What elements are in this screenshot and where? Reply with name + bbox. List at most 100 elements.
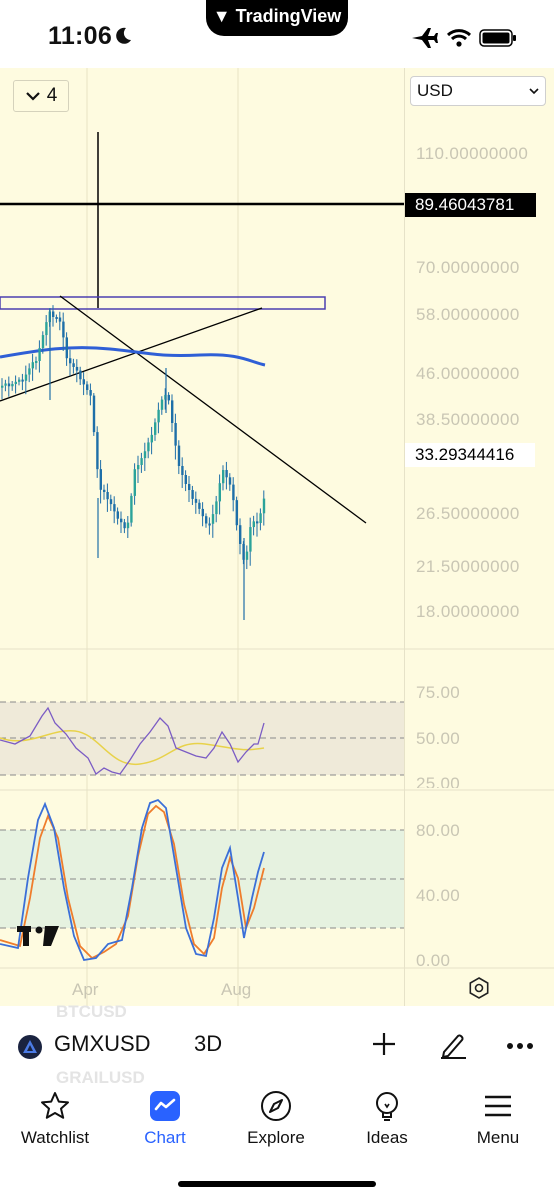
candle-body bbox=[116, 511, 119, 519]
symbol-interval[interactable]: 3D bbox=[194, 1031, 223, 1056]
status-bar: 11:06 ▼ TradingView bbox=[0, 0, 554, 68]
airplane-icon bbox=[412, 28, 438, 48]
candle-body bbox=[259, 513, 262, 523]
chart-area[interactable]: 4 USD 110.00000000 89.46043781 70.000000… bbox=[0, 68, 554, 1006]
candle-body bbox=[245, 551, 249, 560]
candle-body bbox=[58, 317, 62, 322]
symbol-bar: BTCUSD GRAILUSD GMXUSD 3D bbox=[0, 1002, 554, 1084]
candle-body bbox=[72, 363, 75, 367]
tradingview-logo-icon: ▼ bbox=[212, 6, 231, 26]
candle-body bbox=[21, 379, 24, 382]
candle-body bbox=[157, 409, 160, 423]
candle-body bbox=[235, 500, 238, 526]
candle-body bbox=[28, 368, 31, 375]
candle-body bbox=[174, 423, 177, 446]
candle-body bbox=[92, 395, 96, 433]
candle-body bbox=[24, 374, 28, 381]
candle-body bbox=[45, 322, 48, 336]
candle-body bbox=[143, 451, 147, 459]
interval-count: 4 bbox=[46, 85, 58, 106]
candle-body bbox=[109, 499, 113, 505]
candle-body bbox=[126, 522, 130, 529]
candle-body bbox=[201, 508, 204, 517]
tab-bar: Watchlist Chart Explore Ideas Menu bbox=[0, 1084, 554, 1199]
candle-body bbox=[62, 321, 65, 338]
price-axis-label: 110.00000000 bbox=[416, 144, 529, 163]
candle-body bbox=[41, 335, 45, 349]
currency-select[interactable]: USD bbox=[410, 76, 546, 106]
candle-body bbox=[4, 383, 7, 386]
star-icon bbox=[41, 1092, 69, 1119]
candle-body bbox=[65, 337, 68, 359]
candle-body bbox=[147, 442, 150, 452]
trend-line-descending[interactable] bbox=[59, 295, 367, 524]
candle-body bbox=[177, 445, 181, 466]
status-time: 11:06 bbox=[48, 22, 113, 50]
home-indicator bbox=[178, 1181, 376, 1187]
candle-body bbox=[99, 469, 102, 490]
tab-label: Chart bbox=[144, 1128, 186, 1147]
candle-body bbox=[154, 422, 157, 435]
drawn-rectangle[interactable] bbox=[0, 296, 326, 310]
chart-canvas[interactable] bbox=[0, 68, 554, 1006]
candle-body bbox=[123, 522, 126, 529]
candle-body bbox=[35, 361, 38, 363]
price-axis-label: 21.50000000 bbox=[416, 557, 520, 576]
ghost-symbol-above: BTCUSD bbox=[56, 1002, 127, 1021]
status-icons bbox=[410, 26, 520, 55]
candle-body bbox=[239, 525, 242, 544]
moon-icon bbox=[116, 27, 131, 44]
candle-body bbox=[171, 400, 174, 423]
candle-body bbox=[215, 501, 218, 515]
chart-settings-icon[interactable] bbox=[467, 976, 491, 1000]
candle-body bbox=[222, 470, 225, 484]
price-axis-label: 46.00000000 bbox=[416, 364, 520, 383]
candle-body bbox=[130, 495, 133, 523]
candle-body bbox=[252, 521, 255, 528]
candle-body bbox=[188, 484, 191, 490]
currency-value: USD bbox=[417, 81, 453, 100]
candle-body bbox=[249, 527, 252, 552]
rsi-axis-label: 50.00 bbox=[416, 729, 461, 748]
interval-collapse-button[interactable]: 4 bbox=[13, 80, 69, 112]
stoch-axis-label: 0.00 bbox=[416, 951, 451, 970]
price-axis-label: 70.00000000 bbox=[416, 258, 520, 277]
candle-body bbox=[181, 466, 184, 475]
tradingview-watermark-icon bbox=[17, 926, 59, 946]
candle-body bbox=[82, 379, 85, 385]
wifi-icon bbox=[446, 29, 472, 47]
symbol-name[interactable]: GMXUSD bbox=[54, 1031, 151, 1056]
candle-body bbox=[1, 385, 4, 388]
lightbulb-icon bbox=[376, 1092, 398, 1121]
candle-body bbox=[86, 384, 89, 390]
candle-body bbox=[167, 394, 170, 401]
candle-body bbox=[150, 434, 153, 443]
notch-brand: ▼ TradingView bbox=[206, 6, 348, 27]
price-axis-label: 18.00000000 bbox=[416, 602, 520, 621]
candle-body bbox=[103, 489, 106, 492]
crosshair-price-tag: 89.46043781 bbox=[405, 193, 536, 217]
candle-body bbox=[106, 492, 109, 500]
last-price-tag: 33.29344416 bbox=[405, 443, 535, 467]
price-scale-separator bbox=[404, 68, 405, 1006]
candle-body bbox=[18, 379, 21, 382]
stoch-k-line bbox=[0, 798, 265, 962]
candle-body bbox=[52, 311, 55, 317]
candle-body bbox=[211, 514, 215, 524]
candle-body bbox=[69, 358, 72, 364]
pen-draw-icon[interactable] bbox=[438, 1030, 468, 1060]
candlestick-series bbox=[1, 305, 266, 620]
candle-body bbox=[79, 370, 82, 380]
candle-body bbox=[140, 458, 143, 465]
add-icon[interactable] bbox=[370, 1030, 398, 1058]
gmx-logo-icon bbox=[18, 1035, 42, 1059]
rsi-line bbox=[0, 706, 265, 775]
trend-line-ascending[interactable] bbox=[0, 307, 263, 402]
candle-body bbox=[194, 498, 198, 503]
candle-body bbox=[198, 502, 201, 509]
stoch-axis-label: 80.00 bbox=[416, 821, 461, 840]
candle-body bbox=[160, 399, 164, 410]
candle-body bbox=[256, 521, 259, 524]
price-axis-label: 38.50000000 bbox=[416, 410, 520, 429]
more-icon[interactable] bbox=[506, 1042, 534, 1050]
